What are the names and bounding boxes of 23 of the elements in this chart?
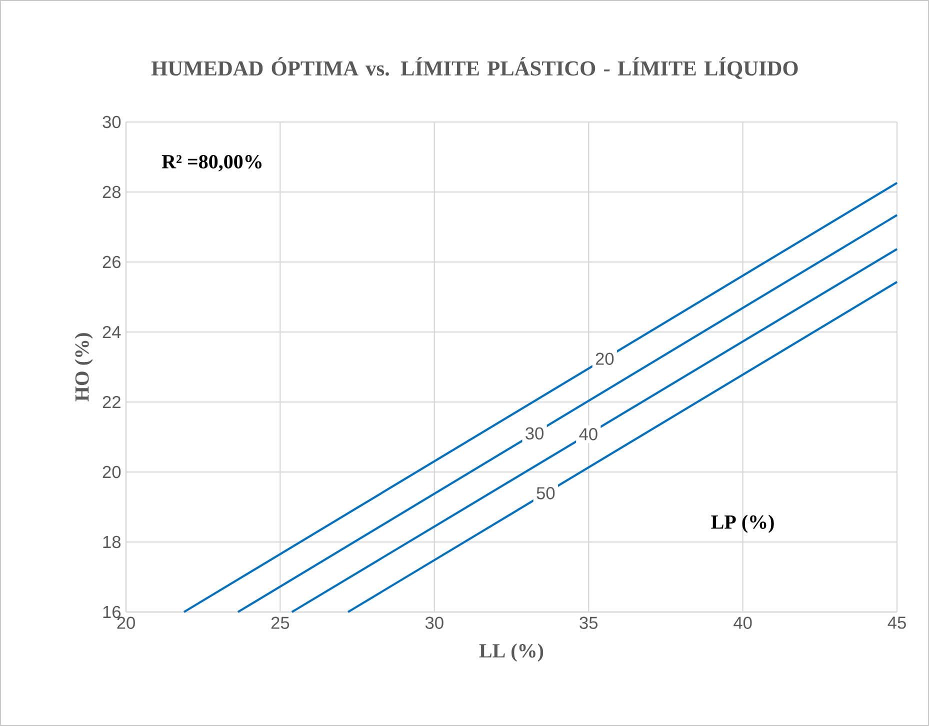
y-tick-label: 26 [102,256,121,268]
y-tick-label: 16 [103,606,121,618]
y-tick-label: 20 [102,466,121,478]
series-label: 20 [596,352,614,365]
series-label: 50 [536,487,555,500]
annotation: LP (%) [711,514,774,533]
y-axis-title: HO (%) [74,333,93,402]
y-tick-label: 24 [102,326,121,338]
x-tick-label: 35 [580,616,598,629]
y-tick-label: 30 [102,116,121,128]
series-label: 30 [526,427,544,440]
x-tick-label: 25 [271,616,290,629]
x-tick-label: 40 [734,616,752,629]
y-tick-label: 18 [103,536,121,548]
x-axis-title: LL (%) [479,643,544,662]
x-tick-label: 30 [425,616,444,629]
x-tick-label: 45 [888,616,906,629]
y-tick-label: 22 [102,396,120,408]
x-tick-label: 20 [117,616,135,629]
annotation: R² =80,00% [162,154,262,172]
chart-title: HUMEDAD ÓPTIMA vs. LÍMITE PLÁSTICO - LÍMITE LÍQUIDO [151,57,798,79]
series-label: 40 [579,428,598,440]
y-tick-label: 28 [102,186,121,198]
